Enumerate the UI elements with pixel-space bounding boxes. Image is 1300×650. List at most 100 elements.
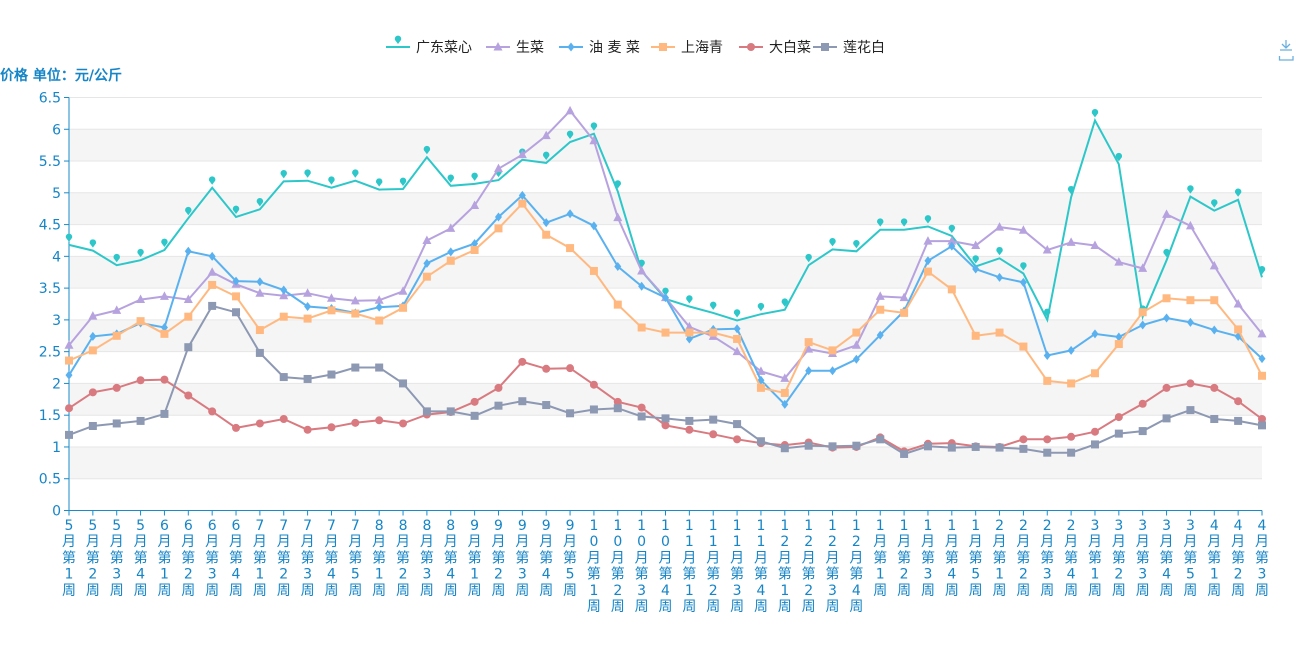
data-point bbox=[1163, 248, 1170, 258]
data-point bbox=[494, 401, 503, 410]
x-tick-label: 9 月第 5 周 bbox=[563, 518, 577, 599]
data-point bbox=[1067, 185, 1075, 195]
data-point bbox=[662, 287, 669, 296]
y-tick-label: 4.5 bbox=[39, 218, 61, 234]
legend-label: 上海青 bbox=[681, 40, 723, 56]
data-point bbox=[661, 421, 670, 430]
data-point bbox=[493, 163, 503, 173]
data-point bbox=[757, 302, 765, 312]
x-tick-label: 8 月第 4 周 bbox=[444, 518, 458, 599]
x-tick-label: 9 月第 1 周 bbox=[468, 518, 482, 599]
data-point bbox=[709, 328, 718, 337]
download-icon[interactable] bbox=[1278, 40, 1294, 61]
data-point bbox=[374, 295, 384, 304]
data-point bbox=[1044, 308, 1051, 317]
data-point bbox=[1257, 328, 1267, 338]
data-point bbox=[589, 135, 599, 145]
legend-item: 油 麦 菜 bbox=[559, 40, 640, 56]
y-tick-label: 3.5 bbox=[39, 281, 61, 297]
data-point bbox=[422, 235, 432, 244]
x-tick-label: 7 月第 3 周 bbox=[301, 518, 315, 599]
data-point bbox=[1090, 440, 1099, 449]
data-point bbox=[589, 266, 598, 275]
data-point bbox=[948, 241, 956, 251]
data-point bbox=[399, 303, 408, 312]
series-3 bbox=[65, 190, 1266, 409]
data-point bbox=[661, 328, 670, 337]
data-point bbox=[136, 294, 146, 304]
data-point bbox=[518, 397, 527, 406]
x-tick-label: 6 月第 2 周 bbox=[181, 518, 195, 599]
data-point bbox=[853, 239, 860, 249]
y-tick-label: 0.5 bbox=[39, 472, 61, 488]
data-point bbox=[137, 248, 144, 258]
data-point bbox=[279, 290, 289, 300]
data-point bbox=[185, 206, 192, 216]
data-point bbox=[518, 357, 527, 366]
data-point bbox=[852, 354, 860, 364]
data-point bbox=[780, 373, 790, 382]
legend-label: 生菜 bbox=[516, 40, 544, 56]
data-point bbox=[875, 291, 885, 300]
data-point bbox=[518, 199, 527, 208]
data-point bbox=[900, 218, 908, 227]
data-point bbox=[256, 277, 264, 287]
data-point bbox=[470, 245, 479, 254]
data-point bbox=[661, 414, 670, 423]
x-tick-label: 1 0 月第 4 周 bbox=[659, 518, 673, 615]
data-point bbox=[1187, 185, 1194, 194]
data-point bbox=[852, 441, 861, 450]
data-point bbox=[971, 331, 980, 340]
grid-band bbox=[69, 129, 1262, 162]
data-point bbox=[686, 295, 693, 304]
data-point bbox=[160, 375, 169, 384]
data-point bbox=[208, 407, 217, 416]
data-point bbox=[876, 305, 885, 314]
data-point bbox=[65, 370, 73, 380]
data-point bbox=[1114, 340, 1123, 349]
data-point bbox=[947, 285, 956, 294]
data-point bbox=[1114, 429, 1123, 438]
data-point bbox=[1115, 152, 1123, 162]
x-tick-label: 2 月第 4 周 bbox=[1064, 518, 1078, 599]
data-point bbox=[781, 399, 789, 409]
data-point bbox=[710, 301, 717, 310]
x-tick-label: 7 月第 5 周 bbox=[348, 518, 362, 599]
data-point bbox=[208, 251, 216, 261]
data-point bbox=[207, 267, 217, 276]
data-point bbox=[447, 247, 455, 257]
data-point bbox=[351, 418, 360, 427]
x-tick-label: 1 2 月第 3 周 bbox=[826, 518, 840, 615]
data-point bbox=[88, 346, 97, 355]
x-tick-label: 1 月第 5 周 bbox=[969, 518, 983, 599]
data-point bbox=[517, 149, 527, 159]
data-point bbox=[494, 212, 502, 222]
data-point bbox=[1114, 257, 1124, 266]
x-tick-label: 5 月第 2 周 bbox=[86, 518, 100, 599]
data-point bbox=[947, 236, 957, 245]
y-tick-label: 3 bbox=[52, 313, 61, 329]
series-5 bbox=[65, 357, 1266, 456]
data-point bbox=[1042, 244, 1052, 254]
x-tick-label: 9 月第 3 周 bbox=[515, 518, 529, 599]
data-point bbox=[255, 288, 265, 297]
data-point bbox=[112, 331, 121, 340]
series-group bbox=[64, 105, 1267, 458]
legend-item: 莲花白 bbox=[813, 40, 885, 56]
data-point bbox=[471, 239, 479, 249]
data-point bbox=[375, 363, 384, 372]
data-point bbox=[232, 205, 240, 214]
x-tick-label: 4 月第 3 周 bbox=[1255, 518, 1269, 599]
data-point bbox=[1186, 406, 1195, 415]
data-point bbox=[1043, 448, 1052, 457]
data-point bbox=[518, 190, 526, 200]
data-point bbox=[542, 364, 551, 373]
grid-band bbox=[69, 383, 1262, 416]
x-tick-label: 7 月第 4 周 bbox=[324, 518, 338, 599]
data-point bbox=[1162, 414, 1171, 423]
data-point bbox=[327, 306, 336, 315]
grid-band bbox=[69, 256, 1262, 289]
data-point bbox=[900, 449, 909, 458]
data-point bbox=[1138, 427, 1147, 436]
